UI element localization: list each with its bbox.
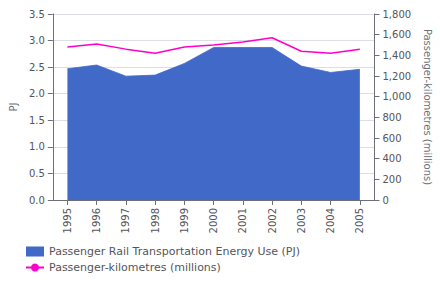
svg-text:600: 600 (382, 133, 401, 144)
svg-text:2002: 2002 (267, 208, 278, 233)
svg-text:2005: 2005 (354, 208, 365, 233)
svg-text:1998: 1998 (150, 208, 161, 233)
svg-text:1,600: 1,600 (382, 29, 411, 40)
svg-text:3.0: 3.0 (29, 35, 45, 46)
svg-text:3.5: 3.5 (29, 9, 45, 20)
svg-text:1,200: 1,200 (382, 71, 411, 82)
svg-text:1.5: 1.5 (29, 115, 45, 126)
svg-text:1995: 1995 (62, 208, 73, 233)
svg-text:2.5: 2.5 (29, 62, 45, 73)
svg-text:800: 800 (382, 112, 401, 123)
svg-text:0.5: 0.5 (29, 168, 45, 179)
svg-text:Passenger-kilometres (millions: Passenger-kilometres (millions) (422, 29, 433, 185)
svg-text:2001: 2001 (237, 208, 248, 233)
svg-text:PJ: PJ (8, 103, 19, 112)
svg-text:1999: 1999 (179, 208, 190, 233)
svg-text:1.0: 1.0 (29, 141, 45, 152)
svg-text:400: 400 (382, 153, 401, 164)
svg-text:2003: 2003 (296, 208, 307, 233)
svg-text:2000: 2000 (208, 208, 219, 233)
svg-text:1,000: 1,000 (382, 91, 411, 102)
svg-text:1,400: 1,400 (382, 50, 411, 61)
svg-text:2.0: 2.0 (29, 88, 45, 99)
svg-text:1997: 1997 (120, 208, 131, 233)
svg-text:0.0: 0.0 (29, 195, 45, 206)
svg-text:1,800: 1,800 (382, 9, 411, 20)
svg-text:Passenger Rail Transportation: Passenger Rail Transportation Energy Use… (49, 245, 300, 258)
svg-text:Passenger-kilometres (millions: Passenger-kilometres (millions) (49, 261, 221, 274)
svg-text:200: 200 (382, 174, 401, 185)
svg-text:0: 0 (382, 195, 388, 206)
svg-text:1996: 1996 (91, 208, 102, 233)
svg-text:2004: 2004 (325, 208, 336, 233)
